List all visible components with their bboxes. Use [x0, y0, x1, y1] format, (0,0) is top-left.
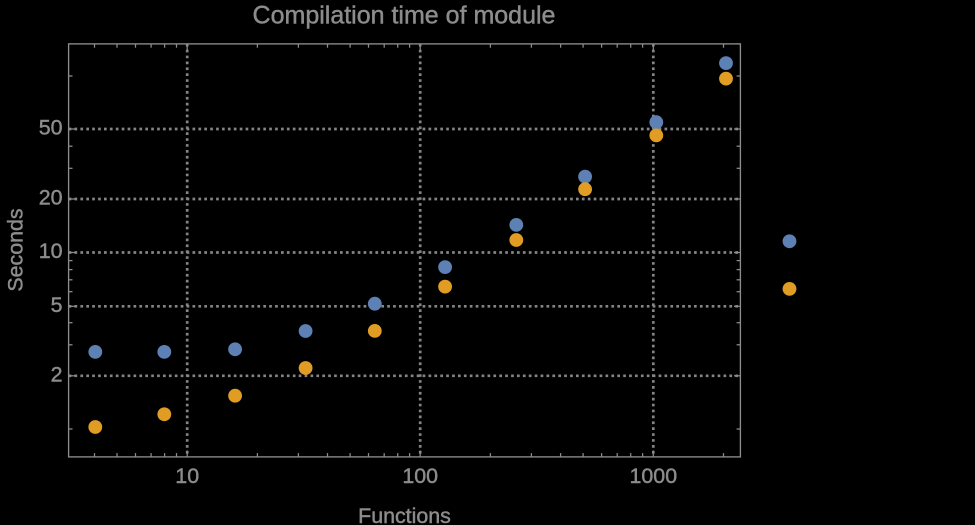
- svg-text:Functions: Functions: [358, 504, 451, 525]
- svg-text:5: 5: [51, 293, 63, 317]
- svg-text:10: 10: [175, 464, 199, 488]
- svg-text:20: 20: [39, 186, 63, 210]
- svg-text:10: 10: [39, 239, 63, 263]
- svg-text:50: 50: [39, 116, 63, 140]
- svg-text:100: 100: [402, 464, 438, 488]
- svg-text:1000: 1000: [630, 464, 678, 488]
- svg-text:Compilation time of module: Compilation time of module: [253, 1, 556, 29]
- svg-text:2: 2: [51, 362, 63, 386]
- svg-text:Seconds: Seconds: [4, 208, 28, 291]
